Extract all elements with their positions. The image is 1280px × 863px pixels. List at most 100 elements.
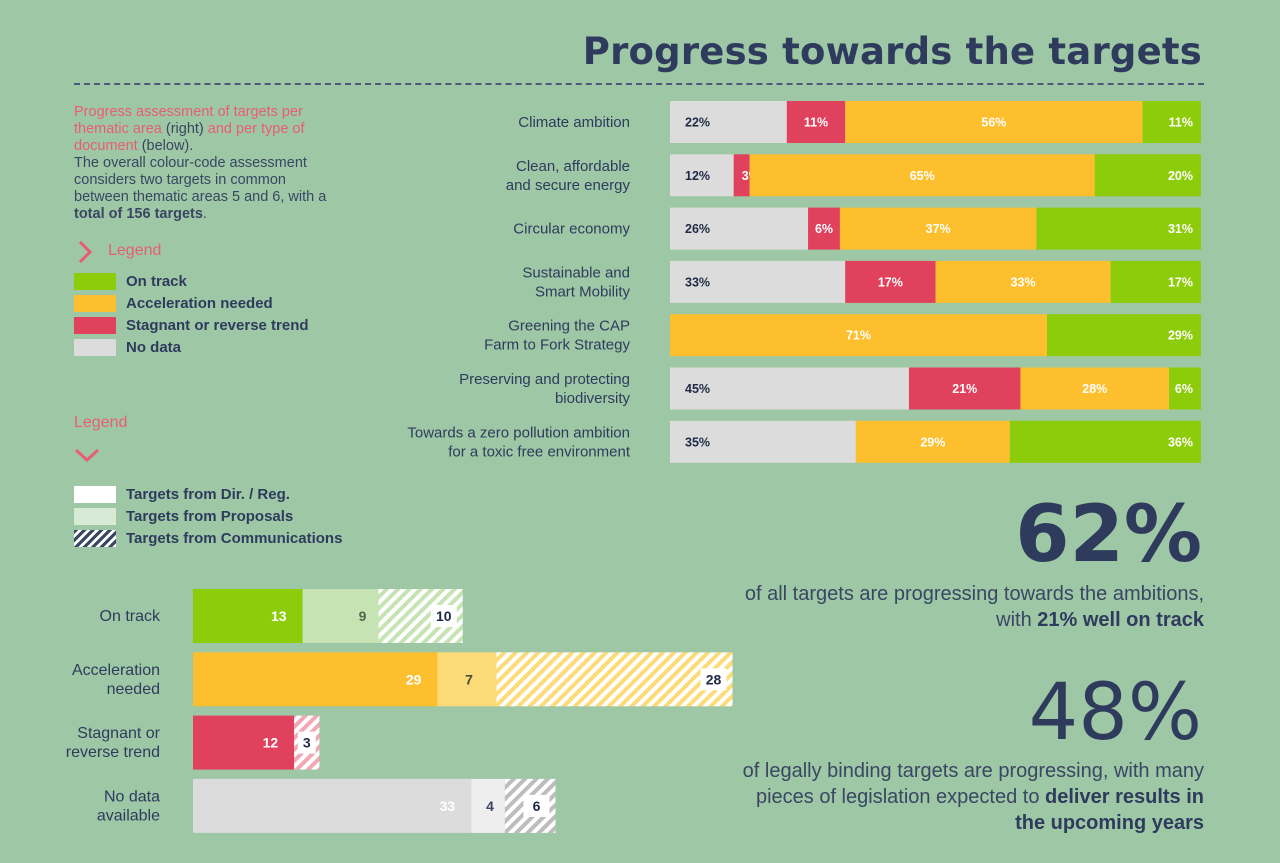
intro-bold: total of 156 targets [74,206,203,222]
bar-segment-no-data [670,101,787,143]
data-label: 11% [804,116,828,130]
bar-segment-acceleration [1020,367,1170,410]
legend-swatch-communications [74,529,116,547]
legend-document-title: Legend [74,414,128,431]
legend-swatch-on-track [74,272,116,290]
data-label: 17% [1168,275,1193,289]
bar-segment-on-track [1009,420,1201,463]
bar-segment-targets-from-proposals [302,589,379,643]
legend-item-stagnant: Stagnant or reverse trend [74,316,309,334]
data-label: 21% [952,382,977,396]
bar-segment-acceleration [749,154,1095,197]
bar-segment-acceleration [935,260,1111,303]
bar-segment-no-data [670,207,809,250]
category-label: Greening the CAP Farm to Fork Strategy [484,318,630,354]
data-label: 6 [533,798,541,814]
thematic-area-chart: Climate ambition 22% 11% 56% 11% Clean, affor… [407,101,1201,463]
bar-segment-targets-from-communications [294,715,320,770]
stat-text-1a: of all targets are progressing towards t… [744,583,1204,631]
stat-text-2: of legally binding targets are progressi… [724,758,1204,836]
data-label: 56% [981,116,1006,130]
data-label: 11% [1169,116,1193,130]
value-label-bg [430,605,457,627]
bar-segment-no-data [670,367,909,410]
bar-segment-stagnant [908,367,1021,410]
bar-segment-stagnant [845,260,936,303]
legend-status-title: Legend [108,242,162,259]
page-title: Progress towards the targets [582,30,1202,73]
intro-text: Progress assessment of targets per thema… [74,104,344,223]
legend-item-communications: Targets from Communications [74,529,342,547]
data-label: 35% [685,435,710,449]
bar-segment-targets-from-communications [504,778,556,833]
category-label: On track [100,608,161,625]
intro-dark-1: (right) [161,121,208,137]
legend-item-no-data: No data [74,338,181,356]
legend-item-proposals: Targets from Proposals [74,507,293,525]
bar-segment-acceleration [855,420,1010,463]
bar-segment-stagnant [786,101,846,143]
data-label: 31% [1168,222,1193,236]
data-label: 10 [436,608,452,624]
bar-segment-targets-from-dir-reg [193,778,472,833]
data-label: 3 [303,735,311,751]
legend-label: Acceleration needed [126,294,273,312]
legend-swatch-no-data [74,338,116,356]
data-label: 29% [1168,329,1193,343]
bar-segment-no-data [670,420,856,463]
legend-label: Targets from Proposals [126,507,294,525]
bar-segment-on-track [1169,367,1201,410]
data-label: 28% [1082,382,1107,396]
bar-segment-targets-from-proposals [437,652,497,707]
data-label: 4 [486,798,494,814]
legend-item-on-track: On track [74,272,187,290]
legend-swatch-proposals [74,507,116,525]
bar-segment-stagnant [808,207,840,250]
data-label: 33 [440,798,456,814]
title-divider [74,83,1204,85]
bar-segment-on-track [1094,154,1201,197]
bar-segment-targets-from-proposals [471,778,505,833]
data-label: 29 [406,671,422,687]
data-label: 36% [1168,435,1193,449]
stat-text-1: of all targets are progressing towards t… [724,581,1204,633]
intro-dark-2: (below). [137,138,194,154]
stat-text-1b: 21% well on track [1037,609,1204,631]
bar-segment-targets-from-communications [378,589,463,643]
bar-segment-targets-from-dir-reg [193,715,295,770]
category-label: Acceleration needed [72,662,160,698]
bar-segment-on-track [1110,260,1201,303]
stat-text-2b: deliver results in the upcoming years [1015,786,1204,834]
data-label: 6% [1175,382,1193,396]
legend-item-acceleration: Acceleration needed [74,294,273,312]
legend-swatch-stagnant [74,316,116,334]
bar-segment-on-track [1142,101,1201,143]
bar-segment-on-track [1047,314,1201,357]
data-label: 17% [878,275,903,289]
bar-segment-on-track [1036,207,1201,250]
data-label: 33% [685,275,710,289]
legend-label: Targets from Dir. / Reg. [126,485,290,503]
data-label: 65% [910,169,935,183]
data-label: 71% [846,329,871,343]
data-label: 13 [271,608,287,624]
data-label: 6% [815,222,833,236]
bar-segment-acceleration [839,207,1037,250]
category-label: Sustainable and Smart Mobility [522,264,630,300]
category-label: Climate ambition [518,114,630,131]
bar-segment-acceleration [670,314,1048,357]
category-label: Stagnant or reverse trend [66,725,161,761]
chevron-right-icon [78,240,93,264]
legend-swatch-acceleration [74,294,116,312]
data-label: 28 [706,671,722,687]
bar-segment-targets-from-communications [496,652,733,707]
bar-segment-targets-from-dir-reg [193,589,303,643]
data-label: 37% [926,222,951,236]
legend-label: On track [126,272,187,290]
intro-pink-2: and per type of document [74,121,305,154]
value-label-bg [700,668,727,691]
category-label: Preserving and protecting biodiversity [459,371,630,407]
data-label: 33% [1011,275,1036,289]
bar-segment-acceleration [845,101,1143,143]
value-label-bg [523,794,550,817]
